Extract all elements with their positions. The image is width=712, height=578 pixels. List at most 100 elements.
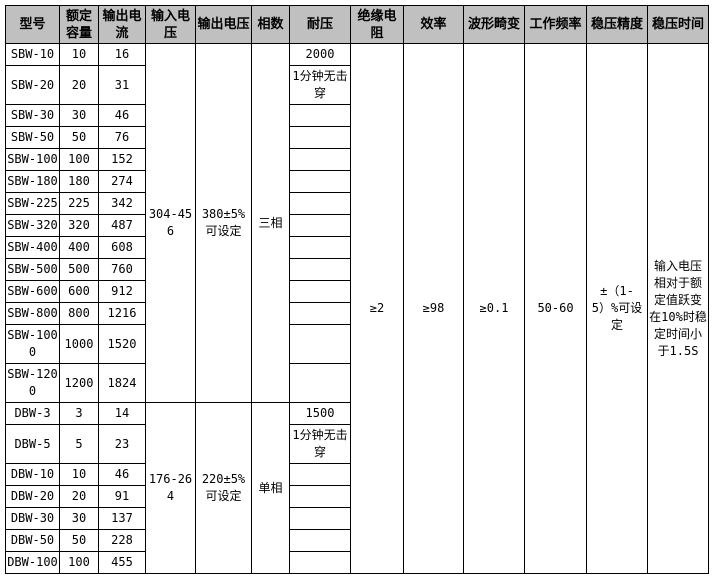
header-regulation-time: 稳压时间 (647, 5, 709, 44)
header-withstand-voltage: 耐压 (289, 5, 351, 44)
current-cell: 1520 (98, 324, 146, 364)
output-voltage-cell: 220±5%可设定 (195, 402, 252, 574)
table-row: SBW-10 10 16 304-456 380±5%可设定 三相 2000 ≥2 ≥98 ≥0.… (5, 43, 709, 574)
withstand-voltage-cell (289, 148, 351, 171)
header-phase: 相数 (251, 5, 290, 44)
current-cell: 1216 (98, 302, 146, 325)
current-cell: 912 (98, 280, 146, 303)
capacity-cell: 1200 (59, 363, 99, 403)
capacity-cell: 800 (59, 302, 99, 325)
current-cell: 23 (98, 424, 146, 464)
model-cell: DBW-50 (5, 529, 60, 552)
capacity-cell: 30 (59, 507, 99, 530)
model-cell: DBW-100 (5, 551, 60, 574)
table-row: SBW-500 500 760 (5, 258, 709, 281)
capacity-cell: 1000 (59, 324, 99, 364)
capacity-cell: 3 (59, 402, 99, 425)
capacity-cell: 5 (59, 424, 99, 464)
model-cell: DBW-5 (5, 424, 60, 464)
efficiency-cell: ≥98 (403, 43, 464, 574)
current-cell: 1824 (98, 363, 146, 403)
capacity-cell: 600 (59, 280, 99, 303)
withstand-voltage-cell (289, 551, 351, 574)
capacity-cell: 30 (59, 104, 99, 127)
withstand-voltage-cell: 1分钟无击穿 (289, 424, 351, 464)
capacity-cell: 50 (59, 126, 99, 149)
withstand-voltage-cell (289, 280, 351, 303)
current-cell: 31 (98, 65, 146, 105)
withstand-voltage-cell: 1500 (289, 402, 351, 425)
header-waveform-distortion: 波形畸变 (463, 5, 525, 44)
withstand-voltage-cell (289, 485, 351, 508)
table-row: DBW-3 3 14 176-264 220±5%可设定 单相 1500 (5, 402, 709, 574)
header-insulation-resistance: 绝缘电阻 (350, 5, 404, 44)
header-row: 型号 额定容量 输出电流 输入电压 输出电压 相数 耐压 绝缘电阻 效率 波形畸变 工作频率 稳压精度… (5, 5, 709, 44)
model-cell: SBW-30 (5, 104, 60, 127)
withstand-voltage-cell (289, 363, 351, 403)
withstand-voltage-cell (289, 302, 351, 325)
header-model: 型号 (5, 5, 60, 44)
model-cell: SBW-180 (5, 170, 60, 193)
current-cell: 16 (98, 43, 146, 66)
current-cell: 91 (98, 485, 146, 508)
model-cell: SBW-50 (5, 126, 60, 149)
capacity-cell: 500 (59, 258, 99, 281)
table-row: DBW-10 10 46 (5, 463, 709, 486)
withstand-voltage-cell (289, 463, 351, 486)
withstand-voltage-cell (289, 192, 351, 215)
header-regulation-accuracy: 稳压精度 (586, 5, 648, 44)
header-operating-frequency: 工作频率 (524, 5, 587, 44)
header-efficiency: 效率 (403, 5, 464, 44)
table-row: SBW-225 225 342 (5, 192, 709, 215)
capacity-cell: 50 (59, 529, 99, 552)
withstand-voltage-cell (289, 529, 351, 552)
current-cell: 137 (98, 507, 146, 530)
current-cell: 487 (98, 214, 146, 237)
model-cell: SBW-225 (5, 192, 60, 215)
table-row: DBW-5 5 23 1分钟无击穿 (5, 424, 709, 464)
model-cell: DBW-10 (5, 463, 60, 486)
input-voltage-cell: 304-456 (145, 43, 196, 403)
current-cell: 760 (98, 258, 146, 281)
capacity-cell: 100 (59, 551, 99, 574)
header-output-current: 输出电流 (98, 5, 146, 44)
withstand-voltage-cell (289, 104, 351, 127)
withstand-voltage-cell (289, 507, 351, 530)
current-cell: 608 (98, 236, 146, 259)
frequency-cell: 50-60 (524, 43, 587, 574)
withstand-voltage-cell (289, 236, 351, 259)
withstand-voltage-cell (289, 324, 351, 364)
table-row: SBW-180 180 274 (5, 170, 709, 193)
capacity-cell: 400 (59, 236, 99, 259)
model-cell: DBW-3 (5, 402, 60, 425)
capacity-cell: 20 (59, 485, 99, 508)
output-voltage-cell: 380±5%可设定 (195, 43, 252, 403)
insulation-cell: ≥2 (350, 43, 404, 574)
withstand-voltage-cell (289, 258, 351, 281)
capacity-cell: 180 (59, 170, 99, 193)
table-row: DBW-20 20 91 (5, 485, 709, 508)
table-row: SBW-1200 1200 1824 (5, 363, 709, 403)
model-cell: SBW-1200 (5, 363, 60, 403)
capacity-cell: 10 (59, 463, 99, 486)
withstand-voltage-cell (289, 170, 351, 193)
header-output-voltage: 输出电压 (195, 5, 252, 44)
withstand-voltage-cell (289, 126, 351, 149)
model-cell: SBW-320 (5, 214, 60, 237)
accuracy-cell: ±（1-5）%可设定 (586, 43, 648, 574)
capacity-cell: 10 (59, 43, 99, 66)
spec-table: 型号 额定容量 输出电流 输入电压 输出电压 相数 耐压 绝缘电阻 效率 波形畸变 工作频率 稳压精度… (5, 5, 709, 574)
model-cell: DBW-20 (5, 485, 60, 508)
withstand-voltage-cell: 2000 (289, 43, 351, 66)
model-cell: SBW-500 (5, 258, 60, 281)
model-cell: SBW-1000 (5, 324, 60, 364)
table-row: SBW-600 600 912 (5, 280, 709, 303)
current-cell: 342 (98, 192, 146, 215)
current-cell: 455 (98, 551, 146, 574)
current-cell: 46 (98, 463, 146, 486)
capacity-cell: 100 (59, 148, 99, 171)
phase-cell: 三相 (251, 43, 290, 403)
capacity-cell: 20 (59, 65, 99, 105)
header-input-voltage: 输入电压 (145, 5, 196, 44)
capacity-cell: 320 (59, 214, 99, 237)
